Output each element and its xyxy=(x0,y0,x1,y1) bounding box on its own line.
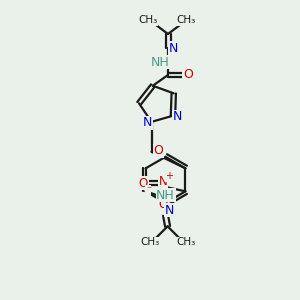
Text: CH₃: CH₃ xyxy=(138,15,158,25)
Text: ⁻: ⁻ xyxy=(146,185,151,195)
Text: O: O xyxy=(154,144,164,158)
Text: NH: NH xyxy=(156,189,175,202)
Text: CH₃: CH₃ xyxy=(176,15,196,25)
Text: N: N xyxy=(143,116,152,129)
Text: O: O xyxy=(159,198,168,211)
Text: N: N xyxy=(168,41,178,55)
Text: CH₃: CH₃ xyxy=(140,237,159,248)
Text: O: O xyxy=(139,177,148,190)
Text: N: N xyxy=(165,204,174,217)
Text: N: N xyxy=(159,175,168,188)
Text: O: O xyxy=(183,68,193,82)
Text: CH₃: CH₃ xyxy=(176,237,195,248)
Text: NH: NH xyxy=(151,56,169,68)
Text: N: N xyxy=(172,110,182,123)
Text: +: + xyxy=(165,171,173,182)
